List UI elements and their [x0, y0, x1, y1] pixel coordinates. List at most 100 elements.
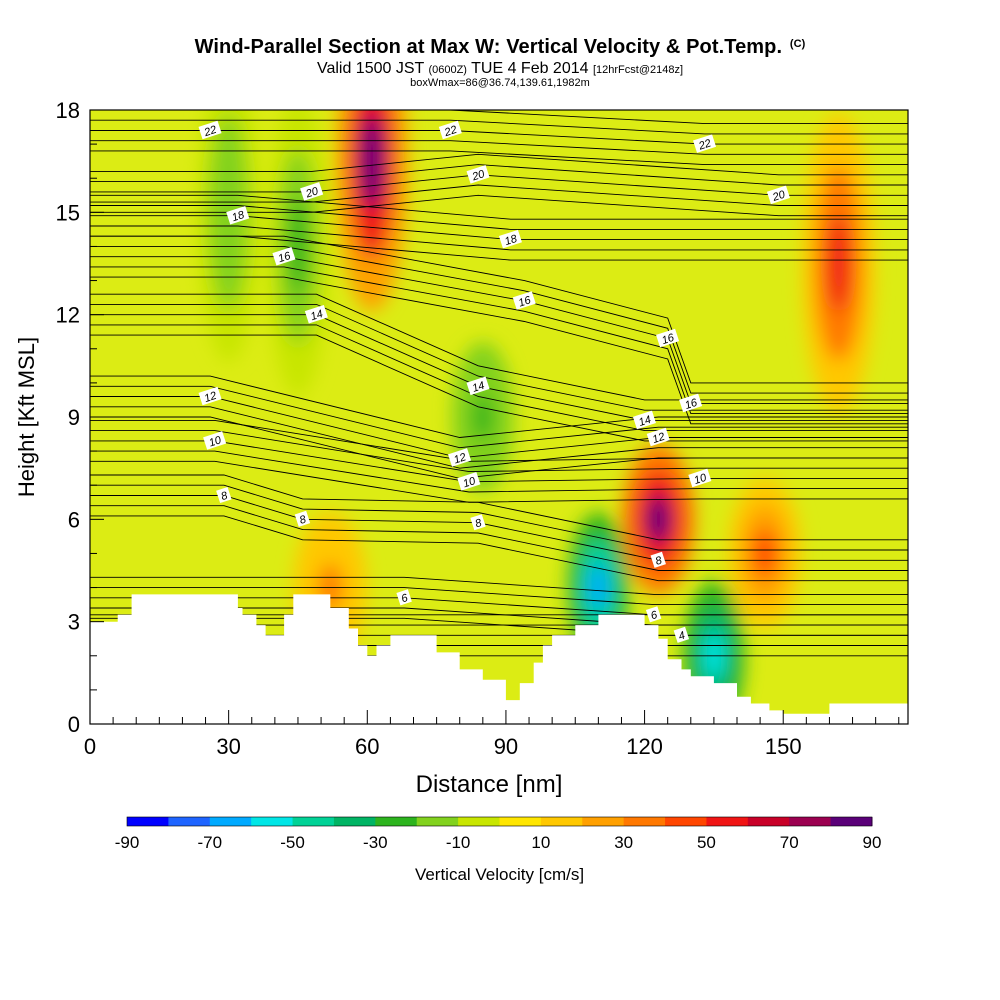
colorbar-swatch	[499, 817, 542, 826]
theta-label: 20	[300, 182, 324, 201]
theta-contour-16	[90, 245, 908, 394]
theta-label-bg	[693, 134, 717, 153]
theta-label: 16	[679, 393, 703, 413]
theta-contour-22	[90, 150, 908, 166]
theta-label: 12	[448, 448, 472, 467]
theta-contour-6	[90, 607, 908, 626]
chart-title-text: Wind-Parallel Section at Max W: Vertical…	[194, 36, 783, 58]
theta-label: 12	[646, 427, 670, 447]
x-tick-label: 0	[84, 734, 96, 759]
theta-contour-6	[90, 597, 908, 616]
theta-label-bg	[198, 120, 222, 140]
theta-contours: 22 22 22 20 20 20 18 18 16 16 16 16 14 14 14 12 12 12 10 10…	[90, 110, 908, 657]
theta-label-text: 18	[231, 209, 247, 224]
theta-label: 10	[688, 468, 712, 488]
theta-label-text: 8	[654, 554, 664, 568]
colorbar-swatch	[251, 817, 294, 826]
theta-label-bg	[688, 468, 712, 488]
theta-contour-8	[90, 515, 908, 582]
theta-label-bg	[645, 606, 662, 623]
x-tick-label: 150	[765, 734, 802, 759]
colorbar-swatch	[789, 817, 832, 826]
copyright-mark: (C)	[789, 38, 806, 50]
colorbar-tick-label: -10	[446, 833, 471, 852]
downdraft-core-5-2	[588, 563, 609, 612]
colorbar-swatch	[582, 817, 625, 826]
theta-contour-14	[90, 303, 908, 411]
theta-contour-18	[90, 235, 908, 261]
y-tick-label: 0	[68, 712, 80, 737]
theta-contour-14	[90, 293, 908, 401]
colorbar-swatch	[706, 817, 749, 826]
theta-label-text: 10	[693, 471, 709, 486]
theta-label-text: 22	[442, 124, 458, 140]
y-tick-label: 12	[56, 303, 80, 328]
updraft-core-2-2	[827, 215, 851, 312]
colorbar-frame	[126, 816, 873, 827]
theta-label-bg	[226, 205, 250, 225]
theta-label-text: 12	[452, 451, 467, 466]
theta-label-bg	[766, 185, 790, 205]
colorbar-swatch	[209, 817, 252, 826]
theta-label-bg	[679, 393, 703, 413]
colorbar-swatch	[375, 817, 418, 826]
terrain-mask	[90, 594, 908, 724]
theta-label: 8	[216, 486, 232, 504]
theta-label: 16	[656, 328, 680, 348]
theta-contour-18	[90, 205, 908, 230]
theta-contour-10	[90, 430, 908, 473]
theta-label-bg	[300, 182, 324, 201]
theta-label-bg	[216, 486, 232, 504]
colorbar-tick-label: 70	[780, 833, 799, 852]
theta-contour-22	[90, 119, 908, 135]
theta-label-text: 18	[503, 233, 519, 248]
theta-label: 8	[294, 510, 311, 527]
theta-label: 18	[498, 229, 522, 249]
theta-label-bg	[457, 472, 481, 491]
chart-title: Wind-Parallel Section at Max W: Vertical…	[0, 36, 1000, 59]
theta-label-bg	[448, 448, 472, 467]
theta-contour-8	[90, 505, 908, 571]
y-tick-label: 6	[68, 507, 80, 532]
theta-label-bg	[656, 328, 680, 348]
theta-contour-14	[90, 334, 908, 442]
theta-label-bg	[646, 427, 670, 447]
theta-label: 22	[438, 120, 462, 140]
theta-contour-10	[90, 460, 908, 503]
theta-label: 4	[673, 626, 690, 643]
theta-label-bg	[512, 291, 536, 310]
colorbar-tick-label: 90	[863, 833, 882, 852]
theta-contour-16	[90, 235, 908, 384]
theta-label-bg	[396, 589, 412, 606]
colorbar-swatch	[168, 817, 211, 826]
theta-label-text: 4	[677, 630, 687, 643]
x-axis-label: Distance [nm]	[416, 771, 563, 798]
theta-label-bg	[673, 626, 690, 643]
colorbar-tick-label: -70	[197, 833, 222, 852]
theta-label: 16	[272, 246, 296, 266]
theta-label-text: 20	[470, 168, 487, 184]
theta-label: 20	[766, 185, 790, 205]
theta-label-bg	[438, 120, 462, 140]
theta-label-text: 14	[471, 380, 486, 395]
theta-label: 8	[470, 514, 486, 530]
theta-label-text: 8	[298, 513, 308, 527]
theta-label-bg	[650, 551, 666, 568]
theta-label-text: 10	[462, 475, 478, 490]
theta-label-bg	[632, 410, 656, 430]
colorbar-label: Vertical Velocity [cm/s]	[415, 865, 584, 884]
valid-time: Valid 1500 JST	[316, 60, 424, 77]
x-tick-label: 90	[494, 734, 518, 759]
theta-contour-6	[90, 587, 908, 606]
colorbar-tick-label: 30	[614, 833, 633, 852]
theta-contour-6	[90, 576, 908, 595]
theta-label-bg	[498, 229, 522, 249]
theta-contour-22	[90, 140, 908, 155]
theta-label-text: 16	[277, 250, 293, 265]
colorbar-swatch	[830, 817, 873, 826]
theta-contour-20	[90, 164, 908, 186]
theta-label: 14	[632, 410, 656, 430]
theta-contour-16	[90, 256, 908, 404]
colorbar-swatch	[458, 817, 500, 826]
colorbar-tick-label: -50	[280, 833, 305, 852]
